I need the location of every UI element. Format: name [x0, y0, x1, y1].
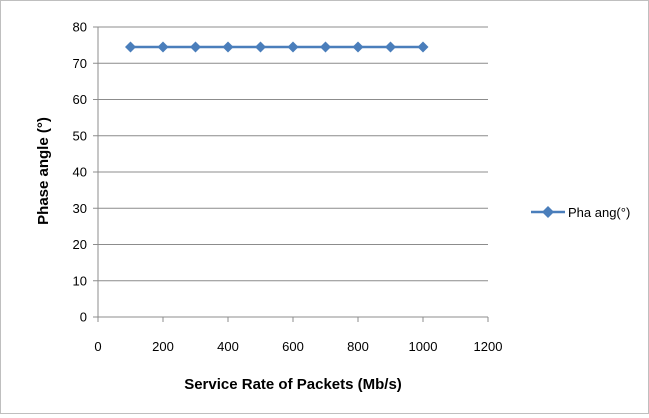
- data-point-0-5: [287, 41, 299, 53]
- y-tick-label-80: 80: [73, 20, 87, 35]
- data-point-0-8: [385, 41, 396, 53]
- data-point-0-9: [417, 41, 429, 53]
- axes: [93, 26, 489, 322]
- y-tick-label-10: 10: [73, 273, 87, 288]
- data-point-0-3: [222, 41, 234, 53]
- x-tick-label-1200: 1200: [474, 339, 503, 354]
- data-point-0-7: [352, 41, 364, 53]
- y-tick-label-40: 40: [73, 165, 87, 180]
- data-point-0-1: [157, 41, 169, 53]
- x-tick-label-1000: 1000: [409, 339, 438, 354]
- data-point-0-0: [125, 41, 136, 53]
- legend-label: Pha ang(°): [568, 205, 630, 220]
- y-tick-label-60: 60: [73, 92, 87, 107]
- y-tick-label-0: 0: [80, 310, 87, 325]
- x-tick-label-400: 400: [217, 339, 239, 354]
- y-tick-label-20: 20: [73, 237, 87, 252]
- data-markers: [125, 41, 429, 53]
- x-tick-label-600: 600: [282, 339, 304, 354]
- data-point-0-6: [320, 41, 331, 53]
- y-tick-label-50: 50: [73, 128, 87, 143]
- legend-marker-diamond: [542, 206, 554, 218]
- x-axis-title: Service Rate of Packets (Mb/s): [184, 376, 402, 393]
- data-point-0-2: [190, 41, 201, 53]
- legend: Pha ang(°): [531, 205, 630, 220]
- x-tick-label-200: 200: [152, 339, 174, 354]
- y-axis-title: Phase angle (°): [35, 117, 52, 225]
- gridlines: [98, 26, 488, 282]
- y-tick-label-70: 70: [73, 56, 87, 71]
- x-tick-label-0: 0: [94, 339, 101, 354]
- y-tick-label-30: 30: [73, 201, 87, 216]
- data-point-0-4: [255, 41, 266, 53]
- x-tick-label-800: 800: [347, 339, 369, 354]
